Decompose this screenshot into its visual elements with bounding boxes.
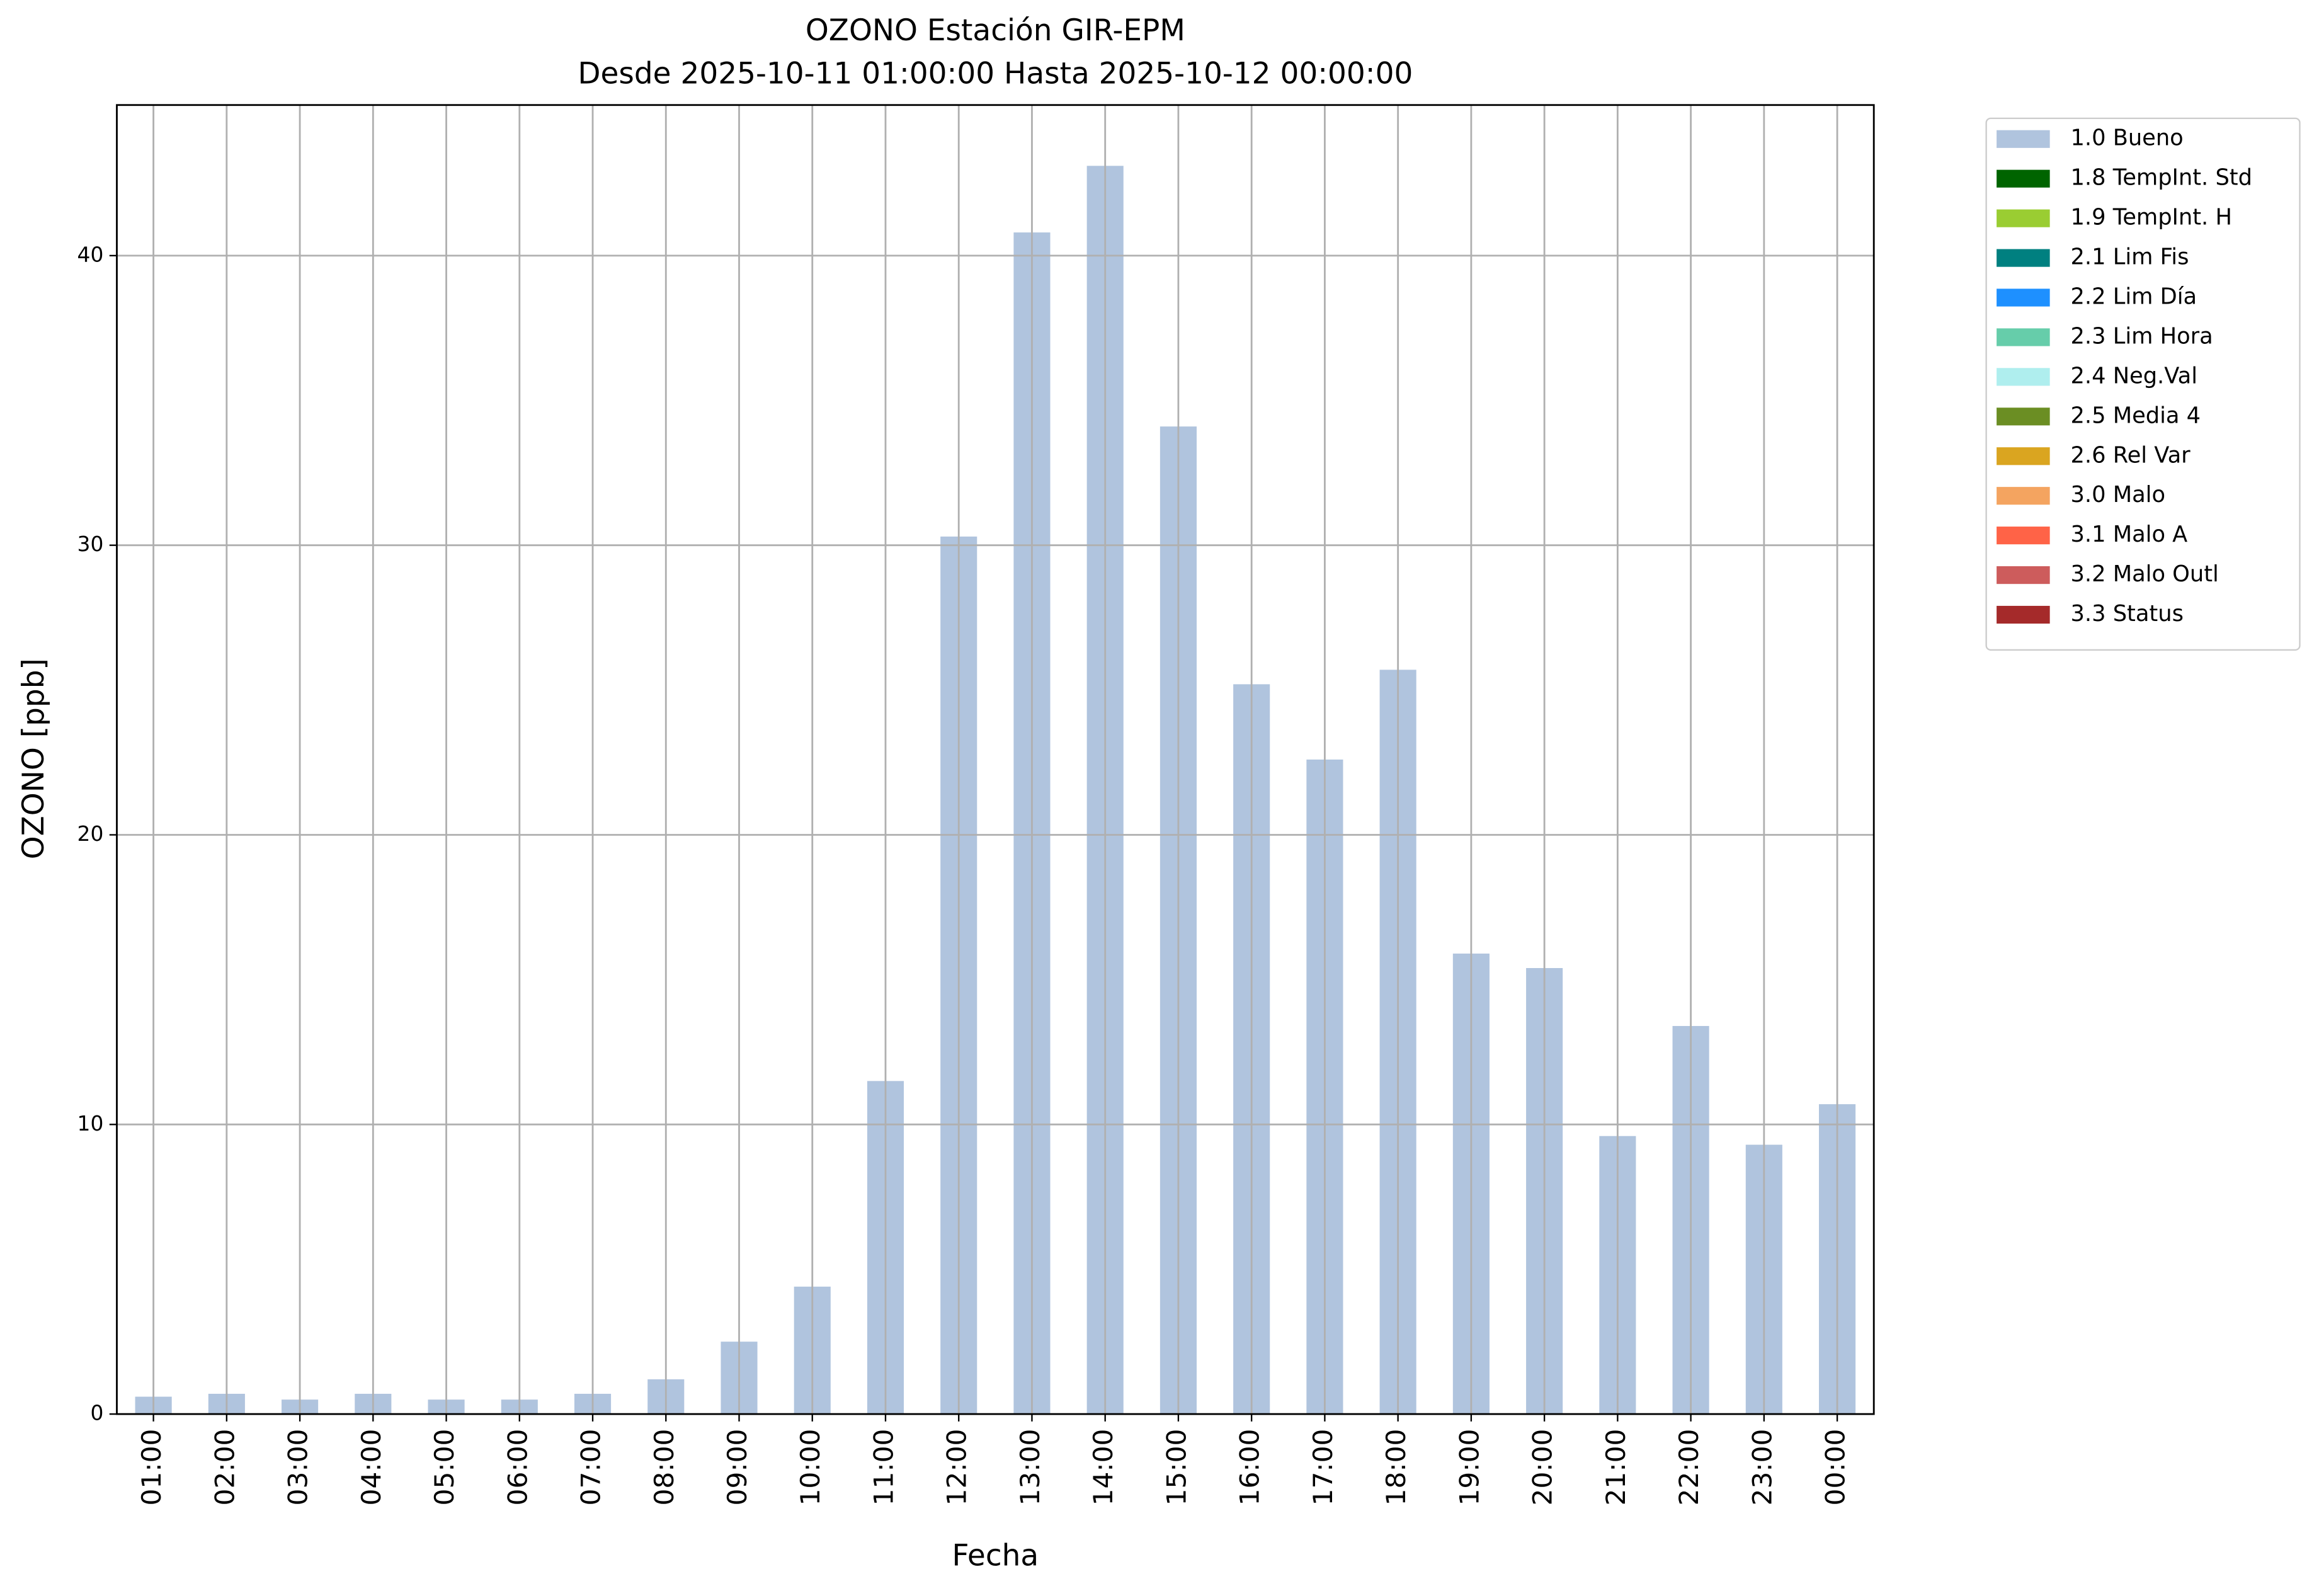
legend-swatch (1997, 209, 2050, 227)
legend-swatch (1997, 605, 2050, 624)
y-tick-label: 0 (90, 1401, 103, 1425)
x-tick-label: 07:00 (576, 1429, 607, 1506)
y-tick-label: 10 (77, 1111, 104, 1136)
chart-subtitle: Desde 2025-10-11 01:00:00 Hasta 2025-10-… (578, 56, 1413, 91)
legend-label: 2.3 Lim Hora (2071, 323, 2213, 349)
legend-swatch (1997, 566, 2050, 584)
legend-swatch (1997, 368, 2050, 386)
x-tick-label: 15:00 (1161, 1429, 1192, 1506)
legend-swatch (1997, 408, 2050, 426)
legend-swatch (1997, 487, 2050, 505)
x-tick-label: 09:00 (722, 1429, 753, 1506)
x-tick-label: 02:00 (209, 1429, 240, 1506)
legend-label: 1.0 Bueno (2071, 125, 2184, 151)
legend-swatch (1997, 249, 2050, 267)
legend-label: 2.1 Lim Fis (2071, 244, 2189, 270)
y-tick-label: 30 (77, 532, 104, 556)
x-tick-label: 14:00 (1088, 1429, 1119, 1506)
y-tick-label: 20 (77, 821, 104, 846)
x-tick-label: 19:00 (1454, 1429, 1484, 1506)
legend-label: 1.9 TempInt. H (2071, 205, 2232, 231)
legend-label: 2.2 Lim Día (2071, 284, 2197, 310)
legend-label: 2.6 Rel Var (2071, 442, 2191, 468)
x-tick-label: 00:00 (1820, 1429, 1851, 1506)
x-tick-label: 03:00 (283, 1429, 314, 1506)
legend-label: 3.0 Malo (2071, 482, 2166, 508)
x-tick-label: 18:00 (1381, 1429, 1411, 1506)
y-tick-label: 40 (77, 242, 104, 266)
legend-label: 2.4 Neg.Val (2071, 363, 2197, 389)
x-tick-label: 05:00 (429, 1429, 460, 1506)
x-tick-label: 22:00 (1673, 1429, 1704, 1506)
x-tick-label: 13:00 (1015, 1429, 1046, 1506)
x-tick-label: 10:00 (795, 1429, 826, 1506)
x-tick-label: 12:00 (942, 1429, 972, 1506)
x-tick-label: 01:00 (136, 1429, 167, 1506)
legend-box (1985, 117, 2301, 651)
legend-label: 3.3 Status (2071, 601, 2184, 627)
legend-swatch (1997, 288, 2050, 307)
legend-swatch (1997, 527, 2050, 545)
x-tick-label: 08:00 (649, 1429, 680, 1506)
legend-swatch (1997, 130, 2050, 148)
legend-label: 3.1 Malo A (2071, 522, 2188, 547)
x-tick-label: 23:00 (1746, 1429, 1777, 1506)
legend-label: 1.8 TempInt. Std (2071, 165, 2252, 191)
legend-label: 3.2 Malo Outl (2071, 561, 2219, 587)
x-axis-label: Fecha (952, 1538, 1039, 1573)
x-tick-label: 17:00 (1308, 1429, 1338, 1506)
legend-swatch (1997, 447, 2050, 465)
x-tick-label: 06:00 (502, 1429, 533, 1506)
plot-frame (116, 104, 1875, 1415)
x-tick-label: 04:00 (356, 1429, 387, 1506)
chart-title: OZONO Estación GIR-EPM (806, 13, 1185, 48)
x-tick-label: 21:00 (1600, 1429, 1631, 1506)
y-axis-label: OZONO [ppb] (16, 658, 51, 859)
legend-swatch (1997, 328, 2050, 346)
x-tick-label: 20:00 (1527, 1429, 1558, 1506)
x-tick-label: 11:00 (868, 1429, 899, 1506)
legend-swatch (1997, 169, 2050, 188)
x-tick-label: 16:00 (1234, 1429, 1265, 1506)
legend-label: 2.5 Media 4 (2071, 402, 2201, 428)
